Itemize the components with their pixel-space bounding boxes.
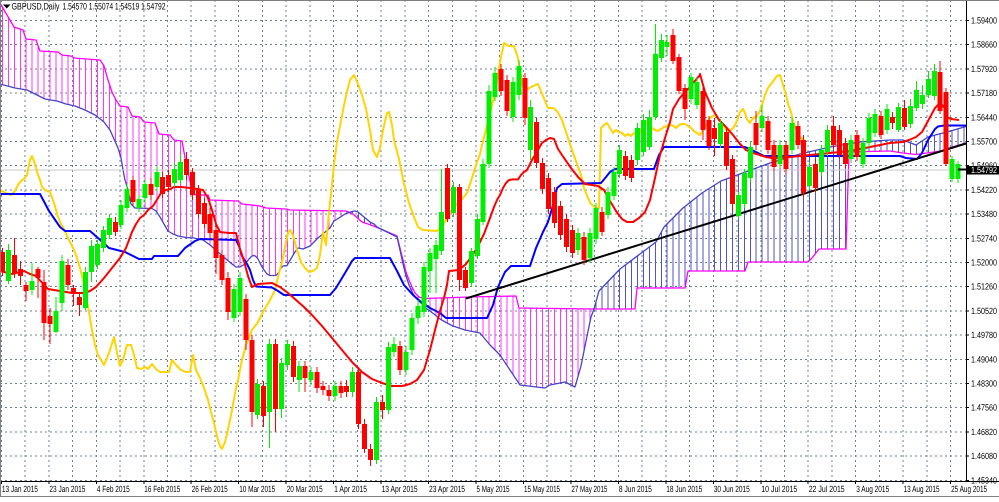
svg-text:1.49780: 1.49780: [971, 330, 997, 340]
svg-text:1.55700: 1.55700: [971, 137, 997, 147]
svg-text:1.54220: 1.54220: [971, 185, 997, 195]
svg-text:1.54570 1.55074 1.54519 1.5479: 1.54570 1.55074 1.54519 1.54792: [63, 2, 166, 13]
svg-text:13 Apr 2015: 13 Apr 2015: [382, 484, 418, 494]
svg-text:16 Feb 2015: 16 Feb 2015: [144, 484, 180, 494]
svg-text:30 Jun 2015: 30 Jun 2015: [714, 484, 750, 494]
svg-text:8 Jun 2015: 8 Jun 2015: [619, 484, 652, 494]
svg-text:26 Feb 2015: 26 Feb 2015: [192, 484, 228, 494]
svg-text:15 May 2015: 15 May 2015: [524, 484, 560, 494]
svg-text:23 Jan 2015: 23 Jan 2015: [49, 484, 85, 494]
svg-text:13 Aug 2015: 13 Aug 2015: [904, 484, 940, 494]
svg-text:1.47560: 1.47560: [971, 403, 997, 413]
svg-text:1.53480: 1.53480: [971, 209, 997, 219]
svg-text:1.59400: 1.59400: [971, 16, 997, 26]
svg-text:1.46820: 1.46820: [971, 427, 997, 437]
svg-text:1.52740: 1.52740: [971, 233, 997, 243]
svg-text:1.45340: 1.45340: [971, 475, 997, 485]
svg-text:1.46080: 1.46080: [971, 451, 997, 461]
svg-text:1 Apr 2015: 1 Apr 2015: [334, 484, 367, 494]
svg-text:1.58660: 1.58660: [971, 40, 997, 50]
svg-text:22 Jul 2015: 22 Jul 2015: [809, 484, 845, 494]
svg-text:10 Jul 2015: 10 Jul 2015: [761, 484, 797, 494]
svg-text:27 May 2015: 27 May 2015: [571, 484, 607, 494]
svg-text:1.52000: 1.52000: [971, 258, 997, 268]
svg-text:1.54792: 1.54792: [971, 165, 997, 175]
svg-text:10 Mar 2015: 10 Mar 2015: [239, 484, 275, 494]
svg-text:5 May 2015: 5 May 2015: [477, 484, 510, 494]
svg-text:1.49040: 1.49040: [971, 354, 997, 364]
svg-text:18 Jun 2015: 18 Jun 2015: [666, 484, 702, 494]
svg-text:23 Apr 2015: 23 Apr 2015: [429, 484, 465, 494]
svg-text:1.57180: 1.57180: [971, 88, 997, 98]
svg-text:20 Mar 2015: 20 Mar 2015: [287, 484, 323, 494]
svg-text:4 Feb 2015: 4 Feb 2015: [97, 484, 130, 494]
svg-text:1.51260: 1.51260: [971, 282, 997, 292]
svg-text:GBPUSD,Daily: GBPUSD,Daily: [12, 2, 60, 13]
svg-text:1.56440: 1.56440: [971, 112, 997, 122]
svg-text:13 Jan 2015: 13 Jan 2015: [2, 484, 38, 494]
svg-text:1.54960: 1.54960: [971, 161, 997, 171]
svg-text:1.48300: 1.48300: [971, 379, 997, 389]
svg-text:1.50520: 1.50520: [971, 306, 997, 316]
svg-text:25 Aug 2015: 25 Aug 2015: [951, 484, 987, 494]
svg-text:3 Aug 2015: 3 Aug 2015: [856, 484, 889, 494]
svg-text:1.57920: 1.57920: [971, 64, 997, 74]
